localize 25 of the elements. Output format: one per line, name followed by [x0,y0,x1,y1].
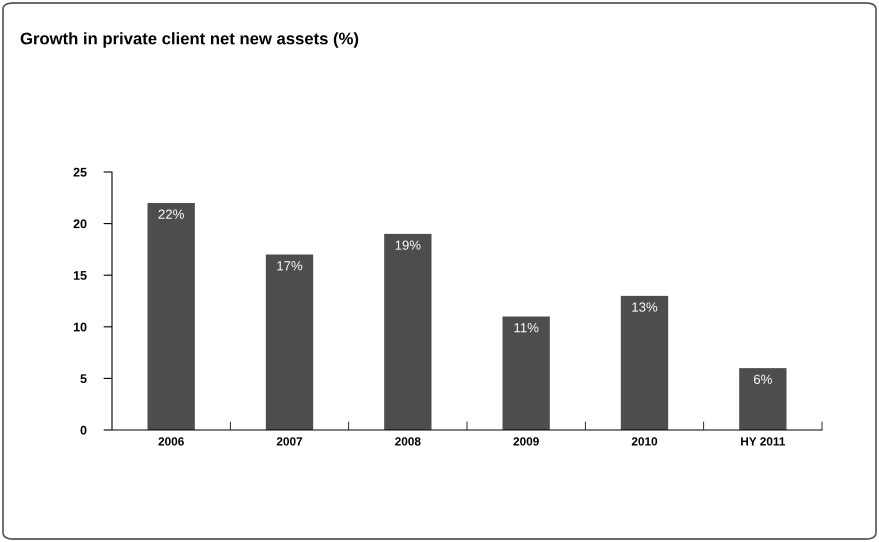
bar [739,368,786,430]
y-tick-label: 5 [80,374,87,384]
data-label: 13% [632,302,658,312]
bar [148,202,195,430]
bar [266,254,314,430]
bar [384,234,432,430]
x-tick-label: HY 2011 [741,437,786,446]
data-label: 17% [277,261,302,270]
x-tick-label: 2008 [395,437,421,446]
x-tick-label: 2009 [513,437,539,446]
x-tick-label: 2006 [158,437,184,446]
y-tick-label: 0 [80,426,86,435]
chart-title: Growth in private client net new assets (%) [20,32,358,48]
y-tick-label: 25 [74,168,87,177]
data-label: 19% [396,240,421,250]
y-tick-label: 15 [74,271,87,280]
data-label: 6% [754,374,772,384]
data-label: 22% [158,210,184,219]
y-tick-label: 20 [74,219,86,228]
bar [502,316,550,430]
x-tick-label: 2010 [632,437,658,446]
bar [620,296,668,430]
data-label: 11% [514,323,538,332]
y-tick-label: 10 [74,322,86,332]
x-tick-label: 2007 [276,437,302,446]
